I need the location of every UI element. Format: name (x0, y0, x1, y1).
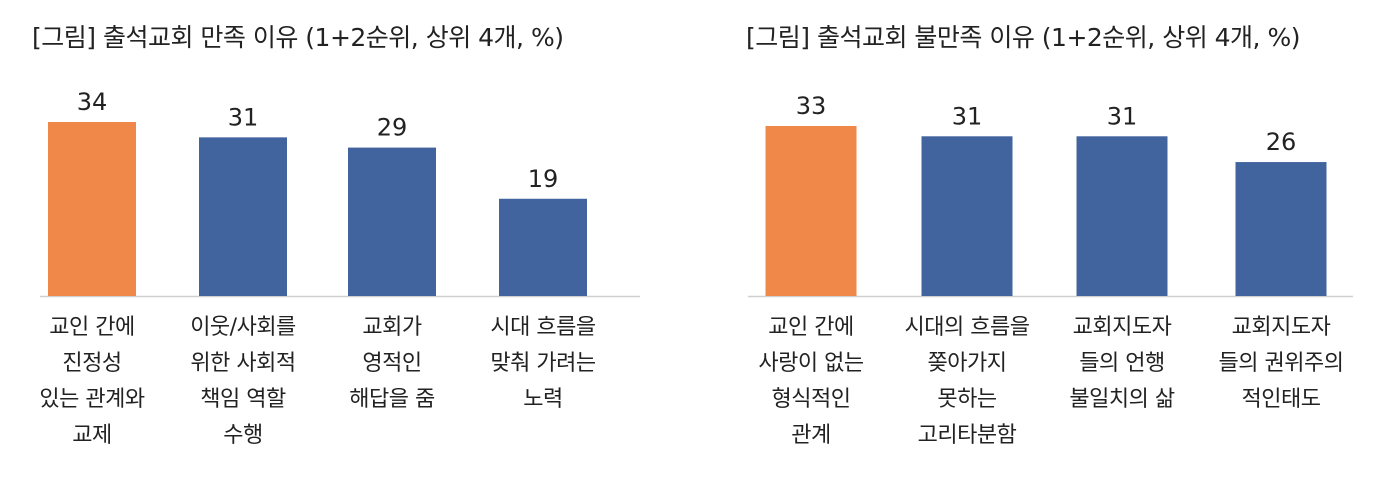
data-label: 31 (228, 103, 259, 131)
data-label: 19 (528, 165, 559, 193)
category-label: 시대의 흐름을 쫒아가지 못하는 고리타분함 (904, 315, 1030, 448)
data-label: 29 (377, 114, 408, 142)
bar (1235, 162, 1327, 296)
bar (199, 137, 287, 296)
category-label: 교인 간에 사랑이 없는 형식적인 관계 (758, 315, 864, 448)
chart-right-plot: 33 31 31 26 (748, 92, 1353, 298)
category-label: 교회지도자 들의 언행 불일치의 삶 (1069, 315, 1175, 412)
chart-left: [그림] 출석교회 만족 이유 (1+2순위, 상위 4개, %) 34 31 29… (32, 23, 640, 448)
chart-right: [그림] 출석교회 불만족 이유 (1+2순위, 상위 4개, %) 33 31 3… (693, 0, 1386, 494)
bar (921, 136, 1013, 296)
category-label: 시대 흐름을 맞춰 가려는 노력 (490, 315, 596, 412)
bar (1076, 136, 1168, 296)
chart-title: [그림] 출석교회 만족 이유 (1+2순위, 상위 4개, %) (32, 23, 564, 52)
data-label: 31 (952, 102, 983, 130)
bar (499, 198, 587, 296)
category-label: 교인 간에 진정성 있는 관계와 교제 (39, 315, 145, 448)
category-label: 교회지도자 들의 권위주의 적인태도 (1218, 315, 1344, 412)
bar (48, 122, 136, 296)
chart-left-plot: 34 31 29 19 (40, 88, 640, 298)
category-label: 이웃/사회를 위한 사회적 책임 역할 수행 (190, 315, 296, 448)
data-label: 26 (1266, 128, 1297, 156)
data-label: 31 (1107, 102, 1138, 130)
chart-title: [그림] 출석교회 불만족 이유 (1+2순위, 상위 4개, %) (746, 23, 1300, 52)
data-label: 34 (77, 88, 108, 116)
category-label: 교회가 영적인 해답을 줌 (349, 315, 435, 412)
bar (765, 126, 857, 296)
bar (348, 147, 436, 296)
data-label: 33 (796, 92, 827, 120)
